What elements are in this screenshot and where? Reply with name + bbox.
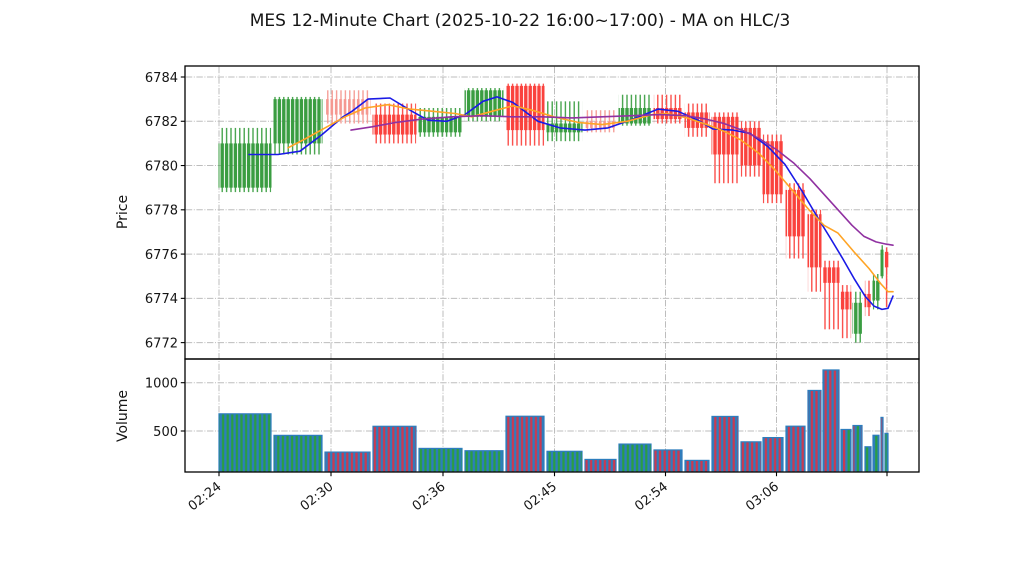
volume-bars bbox=[218, 369, 889, 472]
volume-bar-stripes bbox=[881, 417, 883, 472]
price-tick-label: 6782 bbox=[145, 115, 178, 130]
volume-tick-label: 1000 bbox=[145, 377, 178, 392]
tick-marks bbox=[180, 76, 888, 477]
time-tick-label: 02:36 bbox=[410, 479, 449, 514]
time-tick-label: 02:54 bbox=[632, 479, 671, 514]
candle-body bbox=[807, 214, 822, 268]
time-tick-label: 02:45 bbox=[521, 479, 560, 514]
generated-chart-content: 6784 6782 6780 6778 6776 6774 6772 1000 500 02:24… bbox=[145, 65, 920, 514]
ma-medium-orange bbox=[287, 103, 894, 293]
candle-body bbox=[822, 267, 840, 283]
time-tick-label: 02:24 bbox=[186, 479, 225, 514]
candle-body bbox=[840, 291, 852, 310]
ma-fast-blue bbox=[248, 96, 894, 311]
candle-body bbox=[884, 251, 889, 268]
volume-bar-stripes bbox=[865, 447, 871, 472]
candle-body bbox=[880, 249, 884, 277]
volume-bar-stripes bbox=[373, 426, 416, 472]
volume-bar-stripes bbox=[419, 449, 462, 472]
volume-bar-stripes bbox=[786, 426, 805, 472]
volume-bar-stripes bbox=[685, 460, 709, 472]
volume-bar-stripes bbox=[274, 435, 322, 472]
volume-bar-stripes bbox=[465, 451, 503, 472]
volume-bar-stripes bbox=[873, 435, 879, 472]
volume-bar-stripes bbox=[808, 391, 821, 472]
candle-body bbox=[464, 90, 504, 117]
price-tick-label: 6784 bbox=[145, 71, 178, 86]
candle-wick-zone bbox=[884, 247, 889, 308]
chart-title: MES 12-Minute Chart (2025-10-22 16:00~17… bbox=[250, 11, 791, 31]
candle-body bbox=[218, 143, 272, 188]
candle-body bbox=[372, 114, 417, 135]
panel-spines bbox=[184, 65, 920, 473]
candle-body bbox=[711, 116, 739, 155]
time-tick-label: 03:06 bbox=[743, 479, 782, 514]
volume-bar-stripes bbox=[823, 370, 839, 472]
moving-average-lines bbox=[248, 96, 894, 311]
ma-slow-purple bbox=[350, 113, 894, 246]
volume-bar-stripes bbox=[853, 426, 862, 472]
candle-body bbox=[785, 189, 806, 237]
time-tick-label: 02:30 bbox=[298, 479, 337, 514]
candle-body bbox=[273, 99, 323, 144]
candle-wick-zone bbox=[840, 285, 852, 339]
volume-bar-stripes bbox=[741, 442, 761, 472]
volume-bar-stripes bbox=[506, 416, 544, 472]
volume-bar-stripes bbox=[325, 452, 370, 472]
volume-panel-border bbox=[184, 358, 920, 473]
volume-bar-stripes bbox=[585, 460, 616, 472]
volume-bar-stripes bbox=[712, 417, 738, 472]
volume-bar-stripes bbox=[619, 444, 651, 472]
volume-bar-stripes bbox=[547, 451, 582, 472]
volume-bar-stripes bbox=[219, 414, 271, 472]
candle-blocks bbox=[218, 83, 889, 343]
candle-body bbox=[872, 280, 880, 301]
volume-tick-label: 500 bbox=[153, 425, 178, 440]
price-tick-label: 6778 bbox=[145, 204, 178, 219]
price-tick-label: 6776 bbox=[145, 248, 178, 263]
volume-axis-label: Volume bbox=[115, 390, 131, 442]
price-tick-label: 6780 bbox=[145, 159, 178, 174]
volume-bar-stripes bbox=[654, 450, 682, 472]
price-tick-label: 6772 bbox=[145, 336, 178, 351]
volume-bar-stripes bbox=[841, 430, 851, 472]
candle-wick-zone bbox=[546, 101, 583, 142]
price-tick-label: 6774 bbox=[145, 292, 178, 307]
candle-body bbox=[852, 302, 863, 334]
volume-bar-stripes bbox=[763, 438, 783, 472]
volume-bar-stripes bbox=[885, 433, 888, 472]
price-axis-label: Price bbox=[115, 195, 131, 229]
